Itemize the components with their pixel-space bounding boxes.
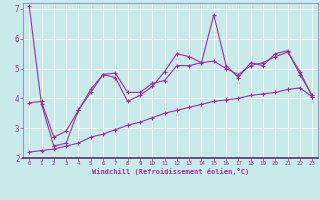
X-axis label: Windchill (Refroidissement éolien,°C): Windchill (Refroidissement éolien,°C) [92, 168, 249, 175]
